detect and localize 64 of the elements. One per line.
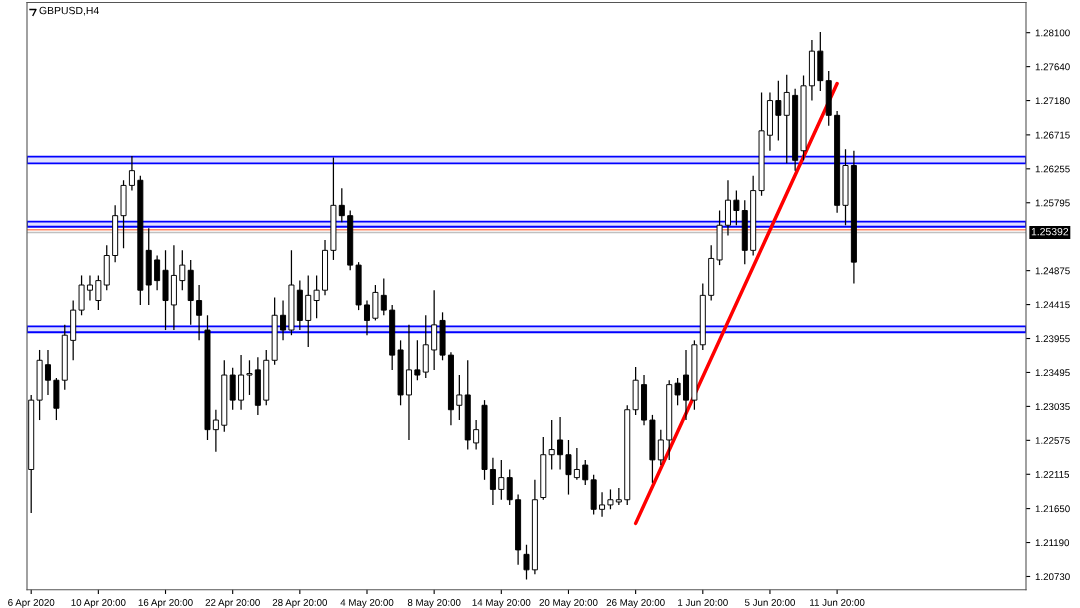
y-tick-label: 1.20730 bbox=[1035, 573, 1070, 581]
candlestick bbox=[246, 359, 253, 396]
x-tick-label: 26 May 20:00 bbox=[606, 599, 665, 608]
y-tick-label: 1.28100 bbox=[1035, 29, 1070, 37]
y-tick-label: 1.23955 bbox=[1035, 335, 1070, 343]
ref-line-label: 1.25392 bbox=[1031, 227, 1069, 236]
candlestick bbox=[414, 339, 421, 381]
candlestick bbox=[338, 187, 345, 223]
candlestick bbox=[582, 459, 589, 486]
candlestick bbox=[179, 249, 186, 291]
candlestick bbox=[44, 349, 51, 396]
y-tick-label: 1.27640 bbox=[1035, 63, 1070, 71]
x-tick-label: 11 Jun 20:00 bbox=[810, 599, 865, 606]
candlestick bbox=[473, 419, 480, 451]
candlestick bbox=[95, 274, 102, 311]
x-tick-label: 20 May 20:00 bbox=[539, 599, 598, 608]
candlestick bbox=[775, 80, 782, 142]
candlestick bbox=[498, 459, 505, 501]
y-tick-label: 1.23035 bbox=[1035, 403, 1070, 411]
candlestick bbox=[86, 274, 93, 302]
x-tick-label: 5 Jun 20:00 bbox=[744, 599, 795, 606]
candlestick bbox=[657, 429, 664, 466]
candlestick bbox=[380, 277, 387, 316]
candlestick bbox=[363, 299, 370, 336]
y-tick-label: 1.22575 bbox=[1035, 437, 1070, 444]
candlestick bbox=[456, 374, 463, 421]
candlestick bbox=[280, 299, 287, 341]
candlestick bbox=[573, 447, 580, 481]
candlestick bbox=[557, 416, 564, 471]
x-tick-label: 10 Apr 20:00 bbox=[71, 599, 126, 608]
candlestick bbox=[196, 284, 203, 341]
candlestick bbox=[489, 457, 496, 506]
x-tick-label: 14 May 20:00 bbox=[472, 599, 531, 608]
y-tick-label: 1.21190 bbox=[1035, 539, 1070, 547]
candlestick bbox=[128, 155, 135, 192]
y-tick-label: 1.21650 bbox=[1035, 505, 1070, 513]
x-tick-label: 16 Apr 20:00 bbox=[138, 599, 193, 608]
candlestick bbox=[506, 468, 513, 506]
y-tick-label: 1.22115 bbox=[1035, 471, 1070, 478]
candlestick bbox=[607, 488, 614, 510]
candlestick bbox=[733, 189, 740, 226]
x-tick-label: 22 Apr 20:00 bbox=[205, 599, 260, 608]
y-tick-label: 1.24875 bbox=[1035, 267, 1070, 275]
x-tick-label: 1 Jun 20:00 bbox=[678, 599, 728, 606]
candlestick bbox=[599, 491, 606, 518]
candlestick bbox=[548, 419, 555, 471]
x-tick-label: 4 May 20:00 bbox=[340, 599, 394, 608]
y-tick-label: 1.27180 bbox=[1035, 97, 1070, 105]
chart-title: GBPUSD,H4 bbox=[39, 6, 99, 16]
x-tick-label: 8 May 20:00 bbox=[407, 599, 461, 608]
candlestick bbox=[212, 409, 219, 453]
y-tick-label: 1.26715 bbox=[1035, 131, 1070, 139]
x-tick-label: 6 Apr 2020 bbox=[8, 599, 55, 608]
y-tick-label: 1.23495 bbox=[1035, 369, 1070, 377]
y-tick-label: 1.25795 bbox=[1035, 199, 1070, 207]
candlestick bbox=[313, 274, 320, 319]
y-tick-label: 1.26255 bbox=[1035, 165, 1070, 173]
candlestick bbox=[154, 254, 161, 291]
candlestick bbox=[565, 439, 572, 496]
x-tick-label: 28 Apr 20:00 bbox=[272, 599, 328, 608]
candlestick bbox=[674, 377, 681, 406]
y-tick-label: 1.24415 bbox=[1035, 301, 1070, 309]
candlestick bbox=[523, 544, 530, 581]
candlestick bbox=[783, 74, 790, 164]
